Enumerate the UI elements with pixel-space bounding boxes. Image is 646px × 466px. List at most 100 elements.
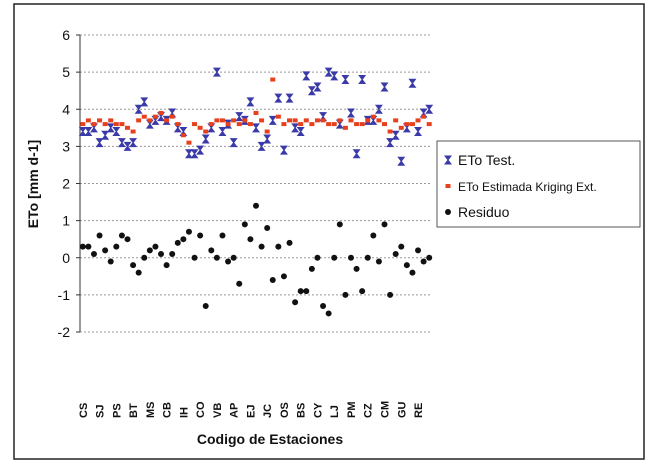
point [235,112,244,122]
point [158,110,164,115]
point [84,127,93,137]
point [341,75,350,85]
legend-box [436,140,641,228]
point [268,115,277,125]
point [414,127,423,137]
x-tick-label: MS [145,402,157,419]
x-tick-label: CO [195,401,207,418]
point [214,118,220,123]
legend-label: ETo Test. [458,152,515,168]
x-tick-label: CM [380,401,392,418]
point [134,104,143,114]
point [96,232,103,239]
point [342,125,348,130]
x-tick-label: OS [279,402,291,418]
point [425,104,434,114]
point [359,288,366,295]
point [218,127,227,137]
point [415,247,422,254]
x-tick-label: GU [396,401,408,418]
point [219,232,226,239]
x-tick-label: CB [162,402,174,418]
point [164,118,170,123]
point [337,118,343,123]
point [279,145,288,155]
point [302,71,311,81]
point [136,118,142,123]
point [286,239,293,246]
point [313,82,322,92]
point [252,123,260,133]
y-tick-label: -2 [58,324,71,340]
point [408,78,417,88]
x-tick-label: BT [128,403,140,418]
x-tick-label: CS [78,403,90,418]
point [281,122,287,127]
point [259,118,265,123]
point [191,254,198,261]
y-tick-label: 3 [62,138,70,154]
point [241,221,248,228]
point [229,138,238,148]
point [386,138,395,148]
point [202,303,209,310]
point [242,118,248,123]
point [230,254,237,261]
point [197,232,204,239]
point [186,140,192,145]
point [309,122,315,127]
point [353,265,360,272]
point [246,97,255,107]
point [147,118,153,123]
x-tick-label: IH [178,407,190,418]
point [236,280,243,287]
point [324,67,333,77]
point [192,122,198,127]
point [180,133,186,138]
point [102,122,108,127]
x-tick-label: BS [296,403,308,418]
point [113,243,120,250]
point [320,303,327,310]
y-axis-title: ETo [mm d-1] [25,140,41,228]
point [264,129,270,134]
point [185,228,192,235]
point [253,110,259,115]
point [180,236,187,243]
x-tick-label: RE [413,403,425,418]
point [270,77,276,82]
point [275,243,282,250]
point [280,273,287,280]
point [196,145,205,155]
y-tick-label: 2 [62,176,70,192]
point [225,258,232,265]
point [325,310,332,317]
x-tick-label: AP [229,403,241,418]
point [253,202,259,209]
point [174,239,181,246]
point [264,225,271,232]
point [420,258,427,265]
x-tick-label: CY [312,402,324,418]
point [346,108,355,118]
point [403,262,410,269]
x-tick-label: EJ [245,405,257,418]
point [387,129,393,134]
point [314,118,320,123]
legend-label: Residuo [458,204,510,220]
point [201,134,210,144]
point [426,254,433,261]
point [303,288,310,295]
point [124,125,130,130]
point [314,254,321,261]
point [130,262,137,269]
point [78,127,87,137]
point [331,254,338,261]
point [303,118,309,123]
point [320,118,326,123]
y-tick-label: 6 [62,27,70,43]
x-tick-label: LJ [329,405,341,418]
point [370,232,377,239]
point [398,243,405,250]
point [169,251,176,258]
